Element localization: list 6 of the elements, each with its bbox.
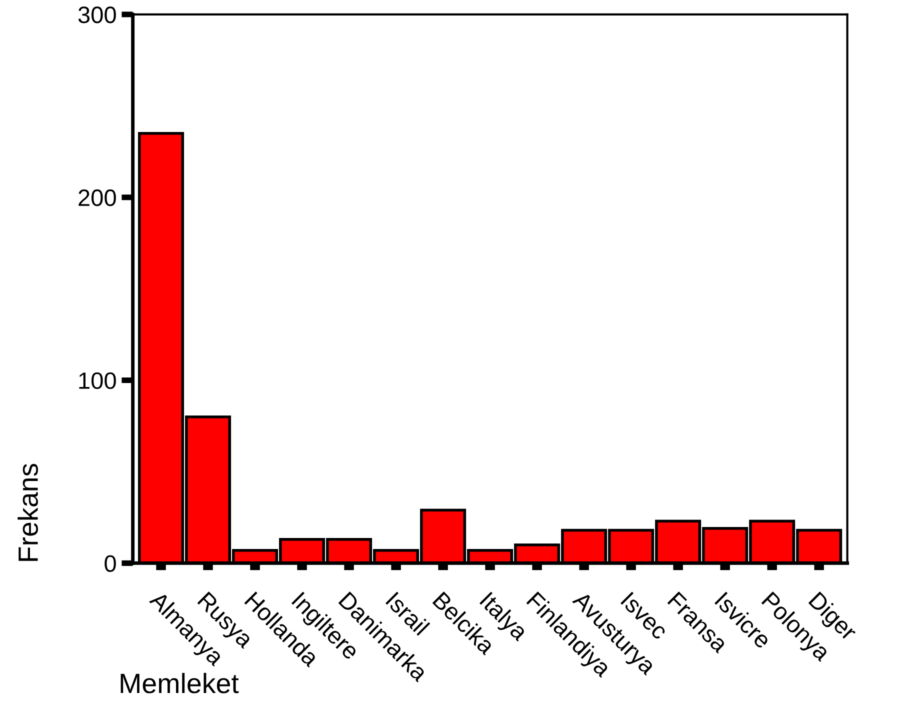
y-tick-label: 0 bbox=[104, 555, 116, 572]
y-axis-title: Frekans bbox=[18, 464, 38, 561]
x-axis-title: Memleket bbox=[120, 672, 239, 694]
y-tick-label: 300 bbox=[78, 6, 116, 24]
y-tick-label: 100 bbox=[79, 372, 116, 390]
y-tick-label: 200 bbox=[78, 189, 116, 206]
